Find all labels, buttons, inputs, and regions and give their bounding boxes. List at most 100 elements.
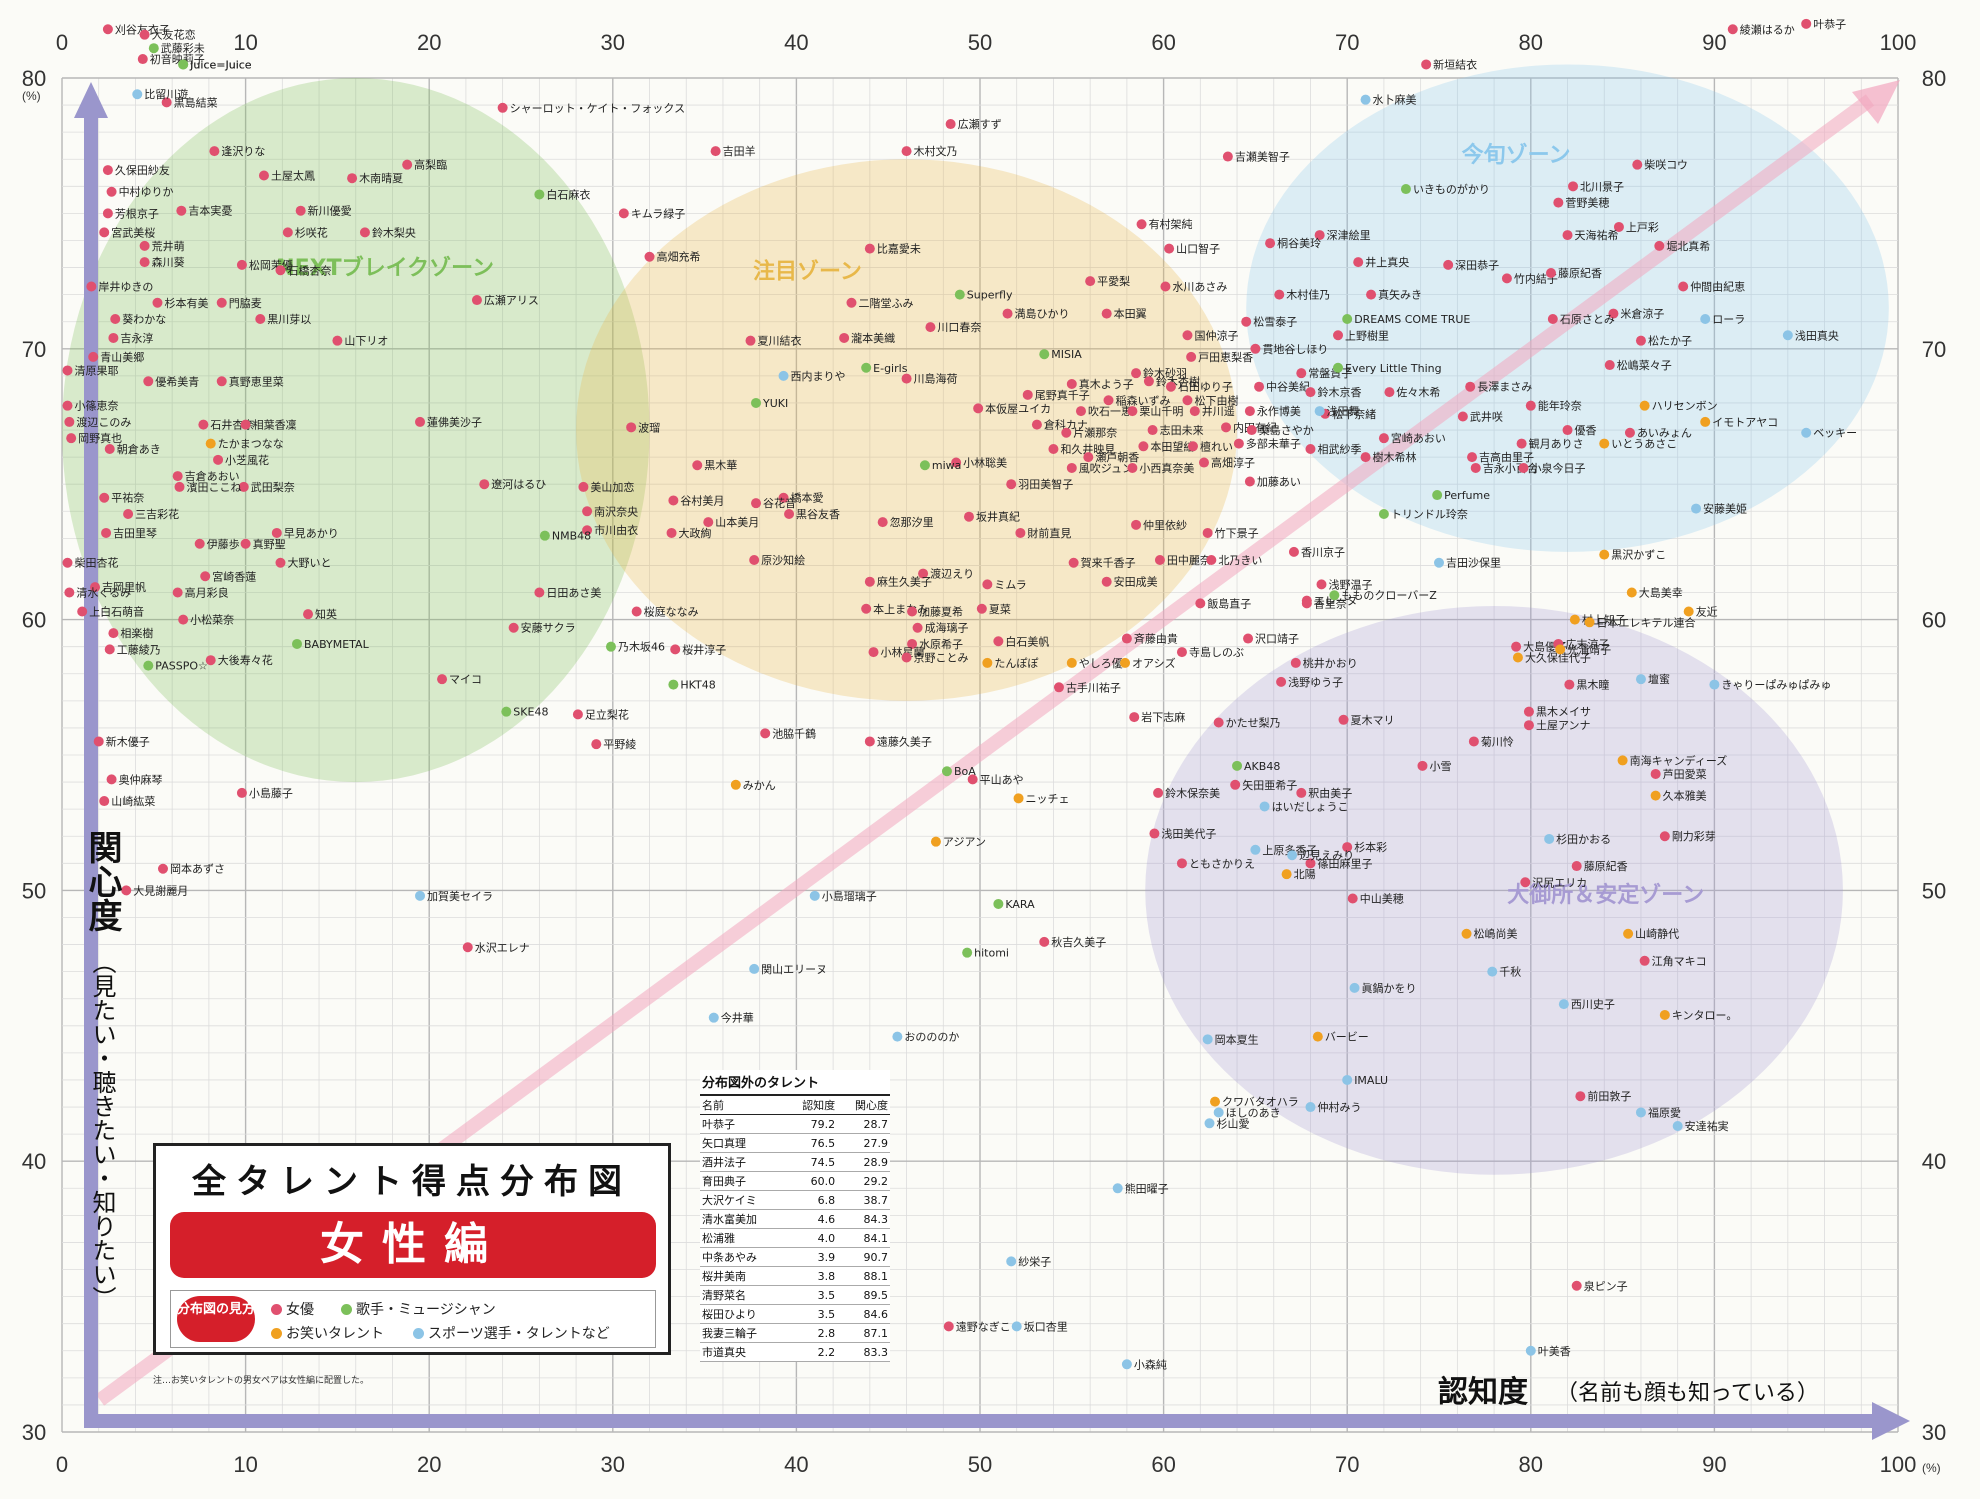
data-point xyxy=(1511,641,1522,652)
data-point xyxy=(1544,833,1555,844)
x-tick-label: 90 xyxy=(1702,1452,1726,1477)
point-label: 芳根京子 xyxy=(115,206,159,220)
data-point xyxy=(1639,955,1650,966)
outside-cell-value: 60.0 xyxy=(784,1171,838,1191)
data-point xyxy=(1329,590,1340,601)
data-point xyxy=(901,652,912,663)
y-tick-label: 40 xyxy=(1922,1149,1946,1174)
point-label: 奥仲麻琴 xyxy=(119,772,163,786)
legend-musician-label: 歌手・ミュージシャン xyxy=(356,1302,496,1318)
outside-table-row: 叶恭子 79.2 28.7 xyxy=(700,1114,890,1134)
point-label: 門脇麦 xyxy=(229,297,262,310)
point-label: 岡本あずさ xyxy=(170,862,225,876)
point-label: 本田翼 xyxy=(1114,307,1147,321)
data-point xyxy=(172,587,183,598)
outside-talent-table: 分布図外のタレント 名前 認知度 関心度 叶恭子 79.2 28.7 矢口真理 76.5… xyxy=(700,1070,890,1362)
data-point xyxy=(139,29,150,40)
point-label: 相武紗季 xyxy=(1317,443,1361,456)
data-point xyxy=(1659,1009,1670,1020)
data-point xyxy=(962,947,973,958)
point-label: NMB48 xyxy=(552,530,591,543)
outside-cell-value: 2.8 xyxy=(784,1323,838,1343)
point-label: 竹下景子 xyxy=(1215,526,1259,540)
point-label: 松嶋菜々子 xyxy=(1617,358,1672,372)
point-label: 浅野ゆう子 xyxy=(1288,676,1343,689)
data-point xyxy=(730,779,741,790)
point-label: 高梨臨 xyxy=(414,158,447,172)
data-point xyxy=(1039,936,1050,947)
point-label: 紗栄子 xyxy=(1018,1254,1051,1268)
point-label: 松下由樹 xyxy=(1194,393,1238,407)
point-label: 米倉涼子 xyxy=(1620,307,1664,321)
data-point xyxy=(864,243,875,254)
point-label: 瀬戸朝香 xyxy=(1095,450,1139,464)
data-point xyxy=(104,644,115,655)
point-label: 大後寿々花 xyxy=(218,653,273,667)
outside-cell-value: 3.5 xyxy=(784,1304,838,1324)
data-point xyxy=(1204,1118,1215,1129)
data-point xyxy=(508,622,519,633)
y-axis-title: 関心度 xyxy=(82,830,122,932)
legend-musician: 歌手・ミュージシャン xyxy=(341,1299,496,1319)
data-point xyxy=(1468,736,1479,747)
point-label: 朝倉あき xyxy=(117,442,161,456)
data-point xyxy=(534,189,545,200)
outside-table-row: 大沢ケイミ 6.8 38.7 xyxy=(700,1190,890,1210)
data-point xyxy=(238,481,249,492)
x-axis-arrow xyxy=(84,1414,1874,1428)
outside-cell-name: 清水富美加 xyxy=(700,1209,785,1229)
data-point xyxy=(1013,793,1024,804)
data-point xyxy=(1417,760,1428,771)
data-point xyxy=(1575,1091,1586,1102)
data-point xyxy=(1241,316,1252,327)
data-point xyxy=(892,1031,903,1042)
data-point xyxy=(1121,1359,1132,1370)
point-label: ハリセンボン xyxy=(1652,400,1718,413)
point-label: アジアン xyxy=(943,836,986,849)
data-point xyxy=(644,251,655,262)
point-label: シャーロット・ケイト・フォックス xyxy=(510,102,685,115)
data-point xyxy=(106,186,117,197)
point-label: 小森純 xyxy=(1134,1357,1167,1371)
data-point xyxy=(1182,330,1193,341)
data-point xyxy=(907,638,918,649)
data-point xyxy=(1434,557,1444,568)
point-label: 大野いと xyxy=(287,556,331,570)
x-tick-label: 50 xyxy=(968,1452,992,1477)
data-point xyxy=(1244,476,1255,487)
point-label: DREAMS COME TRUE xyxy=(1354,313,1470,326)
outside-cell-name: 松浦雅 xyxy=(700,1228,785,1248)
data-point xyxy=(710,146,721,157)
data-point xyxy=(967,774,978,785)
outside-table-row: 市道真央 2.2 83.3 xyxy=(700,1342,890,1362)
data-point xyxy=(178,59,189,70)
outside-table-row: 我妻三輪子 2.8 87.1 xyxy=(700,1323,890,1343)
data-point xyxy=(751,498,762,509)
data-point xyxy=(1617,755,1628,766)
data-point xyxy=(1031,419,1042,430)
data-point xyxy=(1520,877,1531,888)
data-point xyxy=(982,579,993,590)
point-label: 小篠恵奈 xyxy=(75,399,119,413)
point-label: マイコ xyxy=(449,673,482,686)
x-tick-label: 30 xyxy=(601,1452,625,1477)
point-label: 川口春奈 xyxy=(937,320,981,334)
x-unit: (%) xyxy=(1922,1461,1941,1475)
point-label: 知英 xyxy=(315,607,337,621)
data-point xyxy=(1015,527,1026,538)
point-label: 比嘉愛未 xyxy=(877,242,921,256)
point-label: 優希美青 xyxy=(155,374,199,388)
data-point xyxy=(1213,717,1224,728)
x-tick-label: 40 xyxy=(784,30,808,55)
point-label: 刈谷友衣子 xyxy=(115,22,170,36)
data-point xyxy=(62,400,73,411)
y-tick-label: 50 xyxy=(1922,878,1946,903)
point-label: 原沙知絵 xyxy=(761,553,805,567)
data-point xyxy=(1635,1107,1646,1118)
data-point xyxy=(1246,425,1257,436)
point-label: かたせ梨乃 xyxy=(1226,716,1281,730)
outside-cell-value: 89.5 xyxy=(837,1285,890,1305)
point-label: 吉永淳 xyxy=(120,331,153,345)
point-label: ミムラ xyxy=(994,578,1026,591)
